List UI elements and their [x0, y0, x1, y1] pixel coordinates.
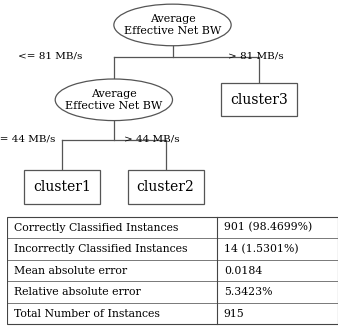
- Text: 0.0184: 0.0184: [224, 266, 262, 276]
- Text: 915: 915: [224, 309, 245, 319]
- Text: <= 44 MB/s: <= 44 MB/s: [0, 135, 55, 144]
- Text: Average
Effective Net BW: Average Effective Net BW: [65, 89, 162, 111]
- FancyBboxPatch shape: [221, 83, 297, 116]
- Text: Incorrectly Classified Instances: Incorrectly Classified Instances: [13, 244, 187, 254]
- Text: Correctly Classified Instances: Correctly Classified Instances: [13, 222, 178, 233]
- Text: Relative absolute error: Relative absolute error: [13, 287, 140, 297]
- Text: 5.3423%: 5.3423%: [224, 287, 272, 297]
- Text: cluster3: cluster3: [230, 93, 288, 107]
- Ellipse shape: [114, 4, 231, 46]
- FancyBboxPatch shape: [128, 171, 204, 204]
- FancyBboxPatch shape: [24, 171, 100, 204]
- Text: 901 (98.4699%): 901 (98.4699%): [224, 222, 312, 233]
- Text: cluster2: cluster2: [137, 180, 195, 194]
- Text: > 81 MB/s: > 81 MB/s: [228, 51, 283, 61]
- Text: 14 (1.5301%): 14 (1.5301%): [224, 244, 298, 254]
- Text: Average
Effective Net BW: Average Effective Net BW: [124, 14, 221, 36]
- Text: cluster1: cluster1: [33, 180, 91, 194]
- Text: <= 81 MB/s: <= 81 MB/s: [18, 51, 83, 61]
- Text: > 44 MB/s: > 44 MB/s: [124, 135, 180, 144]
- Text: Mean absolute error: Mean absolute error: [13, 266, 127, 276]
- Ellipse shape: [55, 79, 172, 120]
- Text: Total Number of Instances: Total Number of Instances: [13, 309, 159, 319]
